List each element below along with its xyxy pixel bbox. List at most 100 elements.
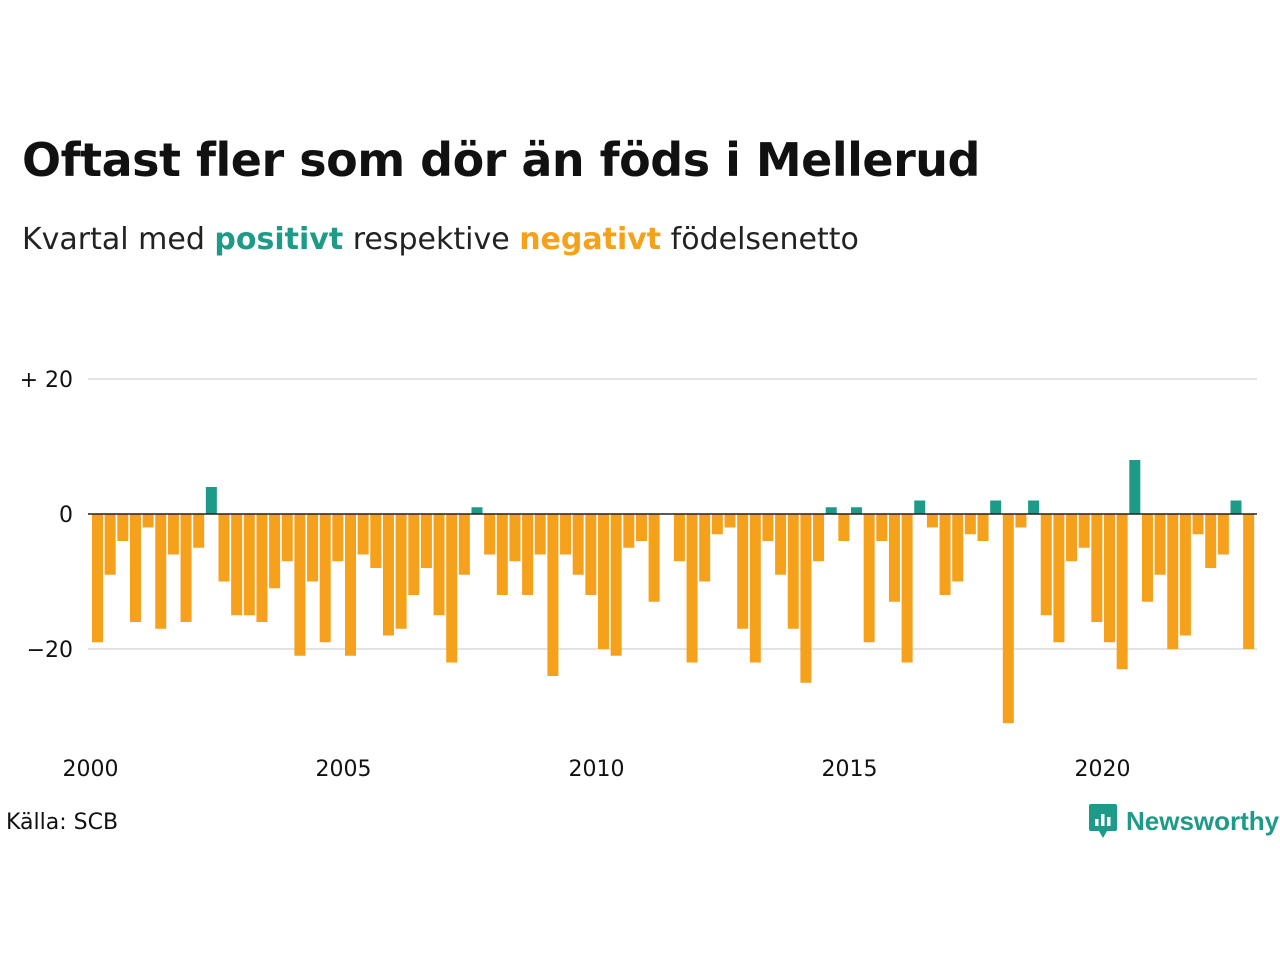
- bar: [560, 514, 572, 555]
- subtitle-middle: respektive: [343, 222, 520, 257]
- bar: [1167, 514, 1179, 649]
- subtitle-prefix: Kvartal med: [22, 222, 215, 257]
- bar: [1192, 514, 1204, 535]
- bar: [838, 514, 850, 541]
- bar: [395, 514, 407, 629]
- bar: [1129, 460, 1141, 514]
- source-note: Källa: SCB: [6, 810, 119, 835]
- bar: [205, 487, 217, 514]
- bar: [458, 514, 470, 575]
- bar: [155, 514, 167, 629]
- x-tick-label: 2015: [822, 757, 878, 782]
- brand-name: Newsworthy: [1126, 805, 1280, 836]
- bar: [256, 514, 268, 622]
- bar: [357, 514, 369, 555]
- bar: [522, 514, 534, 595]
- bar: [787, 514, 799, 629]
- y-tick-label: −20: [27, 638, 73, 663]
- bar: [1066, 514, 1078, 562]
- bar: [547, 514, 559, 676]
- bar: [1230, 500, 1242, 514]
- x-tick-label: 2005: [316, 757, 372, 782]
- bar: [370, 514, 382, 568]
- bar: [117, 514, 129, 541]
- bar: [939, 514, 951, 595]
- subtitle-positive-label: positivt: [214, 222, 344, 257]
- bar: [1091, 514, 1103, 622]
- bars: [92, 460, 1255, 724]
- bar: [585, 514, 597, 595]
- newsworthy-logo-icon: [1089, 804, 1117, 838]
- bar: [1053, 514, 1065, 643]
- bar: [851, 507, 862, 514]
- bar: [496, 514, 508, 595]
- bar: [294, 514, 306, 656]
- bar: [977, 514, 989, 541]
- bar: [1078, 514, 1090, 548]
- bar: [635, 514, 647, 541]
- bar: [686, 514, 698, 663]
- bar: [724, 514, 736, 528]
- bar: [914, 500, 926, 514]
- bar: [319, 514, 331, 643]
- bar: [926, 514, 938, 528]
- x-tick-label: 2010: [569, 757, 625, 782]
- bar: [193, 514, 205, 548]
- bar: [699, 514, 711, 582]
- bar: [420, 514, 432, 568]
- bar: [1040, 514, 1052, 616]
- bar: [332, 514, 344, 562]
- bar: [648, 514, 660, 602]
- bar: [1116, 514, 1128, 670]
- bar: [901, 514, 913, 663]
- bar: [129, 514, 141, 622]
- chart-title: Oftast fler som dör än föds i Mellerud: [22, 133, 980, 187]
- bar: [1179, 514, 1191, 636]
- bar: [813, 514, 825, 562]
- bar: [180, 514, 192, 622]
- x-tick-label: 2000: [63, 757, 119, 782]
- x-tick-label: 2020: [1075, 757, 1131, 782]
- bar: [762, 514, 774, 541]
- bar: [281, 514, 293, 562]
- chart-subtitle: Kvartal med positivt respektive negativt…: [22, 222, 859, 257]
- bar: [243, 514, 255, 616]
- grid-lines: [88, 378, 1257, 650]
- bar: [269, 514, 281, 589]
- bar: [471, 507, 483, 514]
- bar: [1154, 514, 1166, 575]
- bar: [104, 514, 116, 575]
- bar: [952, 514, 964, 582]
- bar: [572, 514, 584, 575]
- bar: [167, 514, 179, 555]
- bar: [218, 514, 230, 582]
- subtitle-suffix: födelsenetto: [661, 222, 859, 257]
- bar: [1205, 514, 1217, 568]
- bar: [345, 514, 356, 656]
- bar: [1141, 514, 1153, 602]
- bar: [446, 514, 458, 663]
- bar: [876, 514, 888, 541]
- bar: [1015, 514, 1027, 528]
- bar: [307, 514, 319, 582]
- bar: [231, 514, 243, 616]
- bar: [1028, 500, 1040, 514]
- bar: [737, 514, 749, 629]
- bar: [610, 514, 622, 656]
- bar: [382, 514, 394, 636]
- y-tick-label: 0: [59, 503, 73, 528]
- bar: [990, 500, 1002, 514]
- bar: [775, 514, 787, 575]
- bar: [142, 514, 154, 528]
- bar: [623, 514, 635, 548]
- bar: [408, 514, 420, 595]
- bar: [92, 514, 103, 643]
- bar: [598, 514, 609, 649]
- bar: [1243, 514, 1255, 649]
- bar: [749, 514, 761, 663]
- bar: [888, 514, 900, 602]
- bar: [1104, 514, 1115, 643]
- bar: [800, 514, 812, 683]
- bar: [1217, 514, 1229, 555]
- bar: [863, 514, 875, 643]
